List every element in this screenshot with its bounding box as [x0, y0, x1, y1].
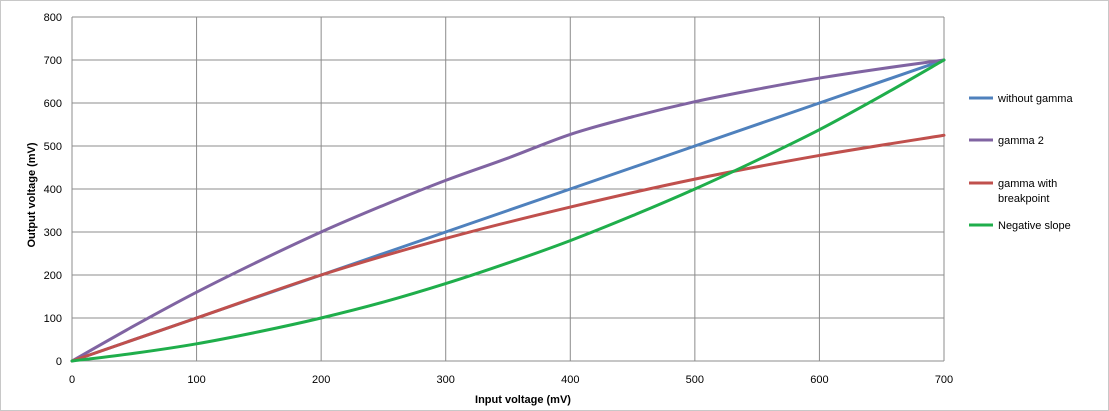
legend-label-negative-slope: Negative slope: [998, 220, 1071, 232]
x-tick-label: 500: [686, 374, 704, 386]
y-tick-label: 800: [44, 12, 62, 24]
legend-label-gamma-with-breakpoint: gamma with breakpoint: [998, 178, 1057, 205]
y-tick-label: 400: [44, 184, 62, 196]
series-line-gamma-2: [70, 58, 946, 363]
x-tick-label: 700: [935, 374, 953, 386]
series-line-gamma-with-breakpoint: [70, 133, 946, 363]
legend: without gamma gamma 2 gamma with breakpoint…: [969, 93, 1073, 232]
y-tick-label: 200: [44, 270, 62, 282]
x-tick-label: 200: [312, 374, 330, 386]
legend-label-gamma-2: gamma 2: [998, 135, 1044, 147]
x-tick-label: 100: [187, 374, 205, 386]
grid-lines: [71, 16, 945, 362]
x-tick-label: 300: [437, 374, 455, 386]
x-tick-label: 0: [69, 374, 75, 386]
series-line-negative-slope: [70, 58, 946, 363]
y-tick-label: 600: [44, 98, 62, 110]
y-tick-label: 500: [44, 141, 62, 153]
x-tick-label: 400: [561, 374, 579, 386]
tick-labels: 0 100 200 300 400 500 600 700 800 0 100 200 300 400 50…: [44, 12, 954, 386]
series-lines: [70, 58, 946, 363]
y-tick-label: 300: [44, 227, 62, 239]
legend-label-without-gamma: without gamma: [997, 93, 1073, 105]
x-axis-title: Input voltage (mV): [475, 394, 571, 406]
y-tick-label: 700: [44, 55, 62, 67]
x-tick-label: 600: [810, 374, 828, 386]
y-axis-title: Output voltage (mV): [26, 142, 38, 247]
y-tick-label: 0: [56, 356, 62, 368]
y-tick-label: 100: [44, 313, 62, 325]
